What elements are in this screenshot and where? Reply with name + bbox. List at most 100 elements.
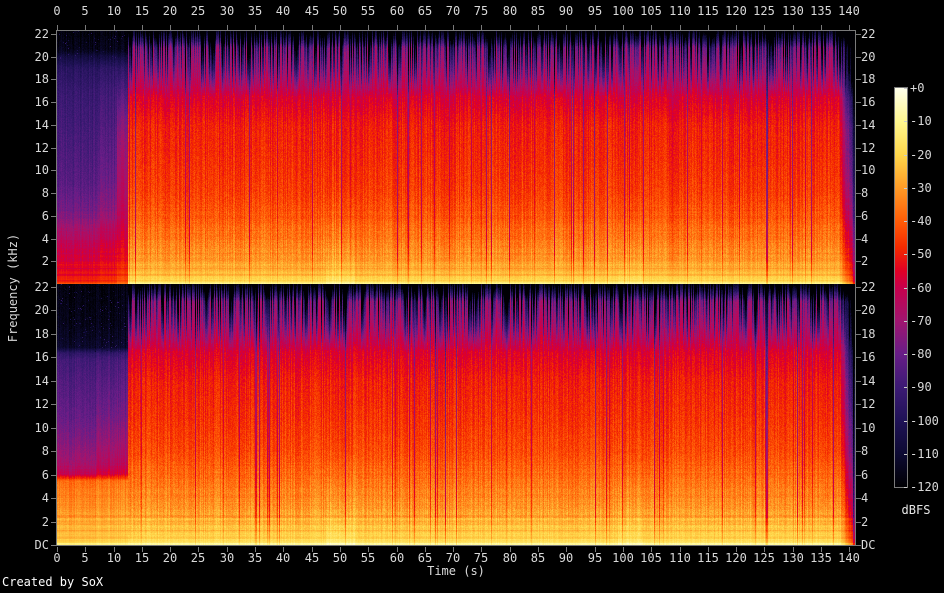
time-tick-label-bottom: 15 (134, 551, 150, 565)
freq-tick-mark-right (856, 170, 861, 171)
time-tick-label-bottom: 90 (558, 551, 574, 565)
time-tick-label-top: 0 (53, 4, 61, 18)
time-tick-mark-top (397, 25, 398, 30)
time-tick-mark-bottom (793, 547, 794, 552)
time-tick-mark-bottom (651, 547, 652, 552)
time-tick-mark-top (651, 25, 652, 30)
colorbar-tick-label: -120 (910, 480, 939, 494)
time-tick-mark-bottom (368, 547, 369, 552)
time-tick-mark-bottom (397, 547, 398, 552)
time-tick-mark-top (368, 25, 369, 30)
time-tick-label-bottom: 105 (640, 551, 662, 565)
colorbar-tick-mark (904, 188, 907, 189)
time-tick-label-bottom: 55 (360, 551, 376, 565)
time-tick-label-bottom: 125 (753, 551, 775, 565)
freq-tick-label-left: 20 (34, 303, 49, 317)
freq-tick-label-left: 18 (34, 72, 49, 86)
freq-tick-mark-right (856, 193, 861, 194)
freq-tick-label-right: 22 (861, 280, 876, 294)
time-tick-label-top: 100 (612, 4, 634, 18)
colorbar-tick-mark (904, 454, 907, 455)
time-tick-label-top: 95 (587, 4, 603, 18)
time-tick-mark-bottom (57, 547, 58, 552)
freq-tick-label-right: 8 (861, 444, 869, 458)
time-tick-label-top: 60 (389, 4, 405, 18)
freq-tick-label-left: 10 (34, 163, 49, 177)
credit-text: Created by SoX (2, 575, 104, 589)
time-tick-label-top: 40 (275, 4, 291, 18)
time-tick-mark-top (453, 25, 454, 30)
time-tick-label-bottom: 65 (417, 551, 433, 565)
time-tick-label-bottom: 95 (587, 551, 603, 565)
time-tick-label-bottom: 140 (838, 551, 860, 565)
freq-tick-label-right: 2 (861, 515, 869, 529)
time-tick-label-bottom: 10 (106, 551, 122, 565)
time-tick-mark-top (708, 25, 709, 30)
freq-tick-label-right: 6 (861, 468, 869, 482)
freq-tick-mark-left (51, 34, 56, 35)
freq-tick-mark-right (856, 475, 861, 476)
freq-tick-label-right: 8 (861, 186, 869, 200)
time-tick-label-bottom: 80 (502, 551, 518, 565)
time-tick-mark-top (623, 25, 624, 30)
time-tick-mark-top (340, 25, 341, 30)
time-tick-mark-bottom (142, 547, 143, 552)
freq-tick-label-right: 12 (861, 141, 876, 155)
time-tick-label-bottom: 130 (782, 551, 804, 565)
freq-tick-label-left: 4 (41, 491, 49, 505)
freq-tick-label-right: 10 (861, 163, 876, 177)
time-tick-mark-bottom (510, 547, 511, 552)
time-tick-label-top: 10 (106, 4, 122, 18)
time-tick-label-top: 50 (332, 4, 348, 18)
freq-tick-label-right: 16 (861, 350, 876, 364)
freq-tick-mark-left (51, 498, 56, 499)
time-tick-mark-bottom (595, 547, 596, 552)
freq-tick-mark-right (856, 404, 861, 405)
time-tick-label-bottom: 75 (473, 551, 489, 565)
time-tick-mark-top (142, 25, 143, 30)
time-tick-label-bottom: 70 (445, 551, 461, 565)
colorbar-tick-mark (904, 254, 907, 255)
freq-tick-mark-right (856, 239, 861, 240)
freq-tick-label-right: 12 (861, 397, 876, 411)
freq-tick-label-left: 12 (34, 141, 49, 155)
spectrogram-channel-1 (57, 31, 855, 284)
time-tick-mark-bottom (821, 547, 822, 552)
time-tick-mark-top (538, 25, 539, 30)
freq-tick-mark-right (856, 451, 861, 452)
time-tick-label-top: 45 (304, 4, 320, 18)
time-tick-mark-top (425, 25, 426, 30)
freq-tick-label-left: 8 (41, 186, 49, 200)
time-tick-mark-top (114, 25, 115, 30)
colorbar-tick-mark (904, 321, 907, 322)
colorbar-tick-label: -10 (910, 114, 932, 128)
time-tick-mark-top (764, 25, 765, 30)
time-tick-label-top: 115 (697, 4, 719, 18)
freq-tick-label-left: 2 (41, 254, 49, 268)
time-tick-mark-top (198, 25, 199, 30)
time-tick-mark-bottom (849, 547, 850, 552)
colorbar-tick-mark (904, 421, 907, 422)
time-tick-label-top: 135 (810, 4, 832, 18)
freq-tick-label-right: 14 (861, 374, 876, 388)
time-tick-label-top: 55 (360, 4, 376, 18)
time-tick-label-top: 65 (417, 4, 433, 18)
colorbar-tick-mark (904, 155, 907, 156)
freq-tick-label-left: 6 (41, 209, 49, 223)
freq-tick-mark-right (856, 428, 861, 429)
freq-tick-mark-right (856, 522, 861, 523)
time-tick-mark-top (793, 25, 794, 30)
freq-tick-label-right: 20 (861, 303, 876, 317)
colorbar-tick-label: -50 (910, 247, 932, 261)
time-tick-label-bottom: 25 (190, 551, 206, 565)
time-tick-label-bottom: 115 (697, 551, 719, 565)
colorbar-tick-label: -80 (910, 347, 932, 361)
freq-tick-label-left: 18 (34, 327, 49, 341)
freq-tick-mark-left (51, 170, 56, 171)
colorbar-tick-label: +0 (910, 81, 925, 95)
time-tick-mark-top (85, 25, 86, 30)
freq-tick-mark-right (856, 57, 861, 58)
freq-tick-mark-left (51, 451, 56, 452)
colorbar-tick-label: -70 (910, 314, 932, 328)
